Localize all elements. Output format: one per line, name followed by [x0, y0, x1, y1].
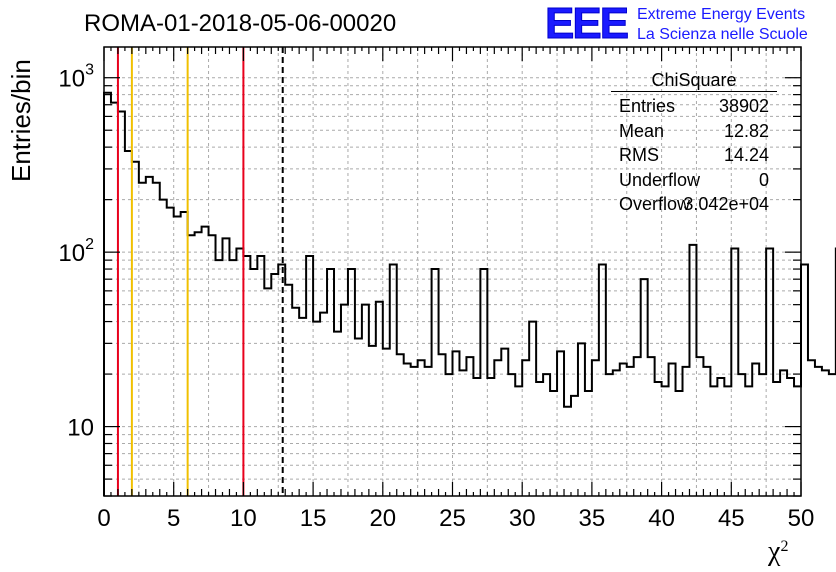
- stats-box: ChiSquare Entries 38902 Mean 12.82 RMS 14.2…: [611, 69, 777, 217]
- chart-title: ROMA-01-2018-05-06-00020: [84, 10, 397, 37]
- stats-row-overflow: Overflow 3.042e+04: [619, 194, 769, 214]
- stats-row-rms: RMS 14.24: [619, 145, 769, 165]
- y-axis-label: Entries/bin: [6, 59, 36, 182]
- eee-logo: EEE: [544, 0, 629, 48]
- x-tick-label: 50: [788, 505, 815, 532]
- histogram-series: [103, 91, 836, 496]
- brand-line-1: Extreme Energy Events: [637, 6, 806, 23]
- x-tick-label: 5: [167, 505, 180, 532]
- x-tick-label: 40: [648, 505, 675, 532]
- brand-line-2: La Scienza nelle Scuole: [637, 26, 808, 43]
- x-axis-label: χ2: [768, 536, 789, 567]
- x-tick-label: 0: [97, 505, 110, 532]
- stats-row-underflow: Underflow 0: [619, 169, 769, 190]
- x-tick-label: 30: [509, 505, 536, 532]
- stats-title: ChiSquare: [611, 69, 777, 92]
- x-tick-label: 45: [718, 505, 745, 532]
- stats-row-mean: Mean 12.82: [619, 120, 769, 141]
- x-tick-label: 20: [369, 505, 396, 532]
- y-tick-label: 10: [67, 415, 94, 442]
- x-tick-label: 15: [300, 505, 327, 532]
- x-tick-label: 35: [579, 505, 606, 532]
- y-tick-label: 103: [58, 62, 94, 93]
- x-tick-label: 25: [439, 505, 466, 532]
- x-tick-label: 10: [230, 505, 257, 532]
- stats-row-entries: Entries 38902: [619, 96, 769, 116]
- y-tick-label: 102: [58, 236, 94, 267]
